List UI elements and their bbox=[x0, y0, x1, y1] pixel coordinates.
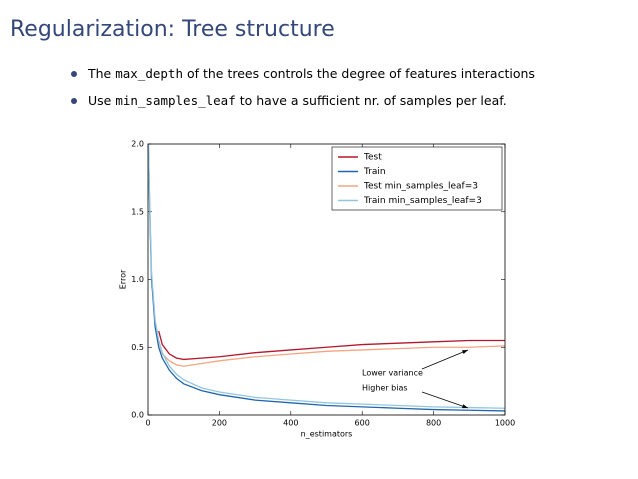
arrow-head bbox=[462, 350, 468, 355]
annotation: Lower variance bbox=[362, 369, 423, 378]
x-tick-label: 0 bbox=[145, 419, 150, 428]
y-axis-label: Error bbox=[119, 269, 128, 289]
series-line bbox=[147, 143, 506, 409]
annotation: Higher bias bbox=[362, 384, 408, 393]
x-tick-label: 200 bbox=[212, 419, 227, 428]
bullet-text: The max_depth of the trees controls the … bbox=[87, 66, 535, 81]
code-text: max_depth bbox=[115, 66, 183, 81]
y-tick-label: 1.5 bbox=[131, 207, 144, 216]
y-tick-label: 0.0 bbox=[131, 411, 144, 420]
x-axis-label: n_estimators bbox=[301, 430, 353, 439]
bullet-segment: of the trees controls the degree of feat… bbox=[183, 66, 535, 81]
legend-label: Test min_samples_leaf=3 bbox=[363, 182, 478, 192]
arrow-head bbox=[462, 404, 468, 409]
legend-label: Train min_samples_leaf=3 bbox=[363, 196, 482, 206]
x-tick-label: 600 bbox=[355, 419, 370, 428]
bullet-text: Use min_samples_leaf to have a sufficien… bbox=[88, 93, 507, 108]
x-tick-label: 800 bbox=[426, 419, 441, 428]
x-tick-label: 1000 bbox=[495, 419, 515, 428]
series-line bbox=[158, 330, 505, 361]
series-line bbox=[147, 143, 506, 412]
legend-box bbox=[331, 146, 503, 211]
bullet-dot bbox=[71, 98, 77, 104]
bullet-segment: to have a sufficient nr. of samples per … bbox=[236, 93, 507, 108]
legend-label: Test bbox=[363, 153, 382, 163]
plot-frame bbox=[147, 143, 506, 416]
y-tick-label: 2.0 bbox=[131, 140, 144, 149]
slide-title: Regularization: Tree structure bbox=[10, 17, 335, 42]
bullet-segment: The bbox=[87, 66, 115, 81]
bullet-dot bbox=[71, 71, 77, 77]
legend-label: Train bbox=[363, 167, 386, 177]
series-line bbox=[158, 340, 506, 367]
bullet-segment: Use bbox=[88, 93, 115, 108]
y-tick-label: 1.0 bbox=[131, 275, 144, 284]
annotation-arrow bbox=[421, 349, 469, 370]
annotation-arrow bbox=[421, 391, 469, 409]
y-tick-label: 0.5 bbox=[131, 343, 144, 352]
chart: 0.0 0.5 1.0 1.5 2.0 0 200 400 600 800 1000 n_estima… bbox=[119, 140, 516, 439]
bullets: The max_depth of the trees controls the … bbox=[71, 66, 535, 108]
code-text: min_samples_leaf bbox=[115, 93, 235, 108]
x-tick-label: 400 bbox=[283, 419, 298, 428]
